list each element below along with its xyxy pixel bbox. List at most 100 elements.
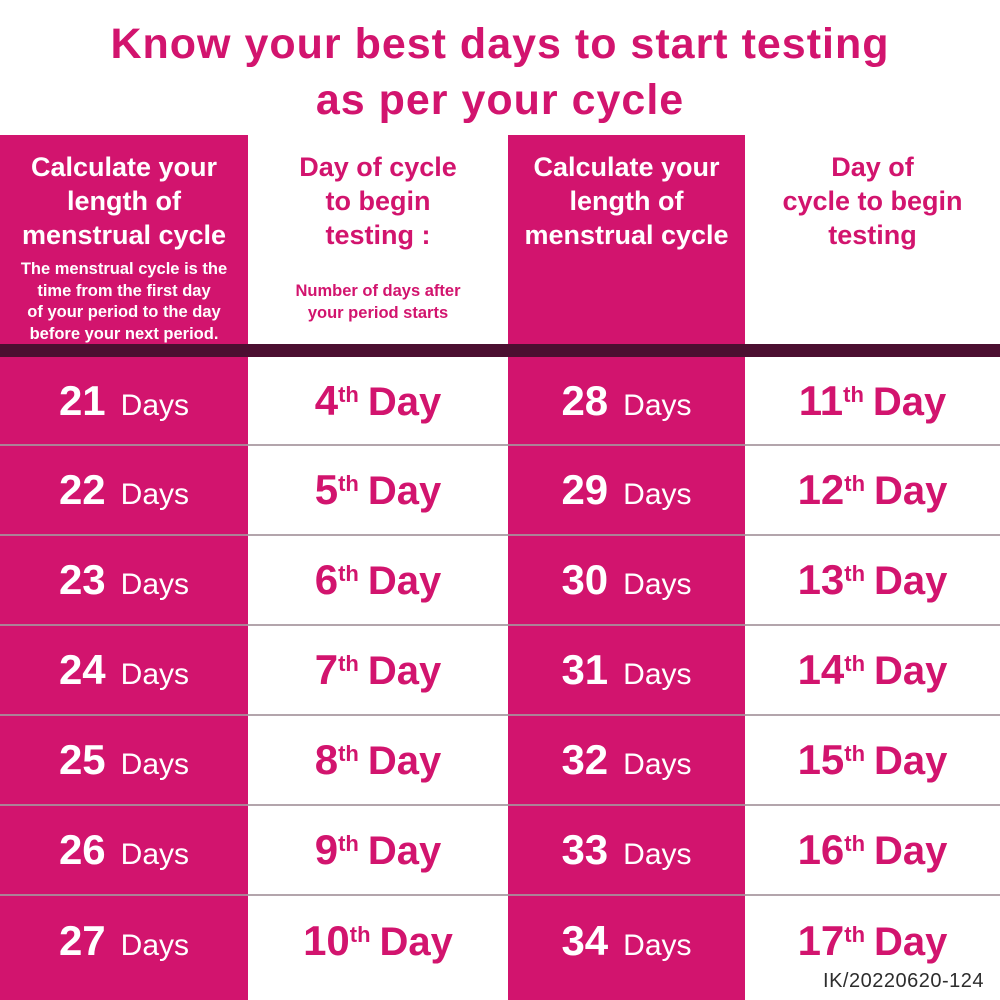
test-day-cell: 16th Day [745,806,1000,894]
header-line: testing [828,220,917,250]
cycle-number: 24 [58,646,106,693]
pink-column-left [0,135,248,1000]
day-number: 16 [797,826,845,873]
header-line: Calculate your [30,152,218,182]
day-suffix: th [844,471,866,496]
day-number: 9 [314,826,339,873]
day-word: Day [872,379,947,424]
cycle-length-cell: 25 Days [0,716,248,804]
cycle-unit: Days [623,658,692,691]
day-number: 13 [797,556,845,603]
cycle-number: 30 [561,556,609,603]
table-row: 24 Days 7th Day 31 Days 14th Day [0,626,1000,714]
test-day-cell: 5th Day [248,446,508,534]
header-line: menstrual cycle [524,220,729,250]
cycle-unit: Days [623,388,692,422]
row-separator [0,714,1000,716]
cycle-unit: Days [120,568,190,601]
cycle-length-cell: 33 Days [508,806,745,894]
row-separator [0,534,1000,536]
day-word: Day [874,829,948,873]
cycle-number: 23 [58,556,106,603]
row-separator [0,624,1000,626]
cycle-unit: Days [623,929,692,962]
pink-column-right [508,135,745,1000]
table-row: 25 Days 8th Day 32 Days 15th Day [0,716,1000,804]
day-suffix: th [844,831,866,856]
cycle-unit: Days [623,478,692,511]
cycle-number: 25 [58,736,106,783]
day-number: 12 [797,466,845,513]
cycle-length-cell: 22 Days [0,446,248,534]
test-day-cell: 17th Day [745,896,1000,986]
header-line: menstrual cycle [21,220,227,250]
header-divider-bar [0,344,1000,357]
day-suffix: th [338,561,359,586]
header-line: to begin [325,186,431,216]
header-test-day-right: Day of cycle to begin testing [745,150,1000,252]
day-number: 5 [314,466,339,513]
day-word: Day [379,920,453,964]
day-number: 6 [314,556,339,603]
subtitle-line: Number of days after [295,282,461,300]
header-test-day-left-subtitle: Number of days after your period starts [248,281,508,324]
subtitle-line: before your next period. [29,324,219,343]
day-word: Day [367,379,442,424]
day-suffix: th [844,651,866,676]
day-number: 15 [797,736,845,783]
test-day-cell: 6th Day [248,536,508,624]
day-suffix: th [338,381,359,407]
day-number: 8 [314,736,339,783]
cycle-number: 34 [561,917,609,964]
day-suffix: th [843,381,864,407]
table-row: 23 Days 6th Day 30 Days 13 th Day [0,536,1000,624]
cycle-number: 22 [58,466,106,513]
header-cycle-length-right: Calculate your length of menstrual cycle [508,150,745,252]
day-number: 14 [797,646,845,693]
cycle-unit: Days [120,388,190,422]
day-number: 7 [314,646,339,693]
header-line: Day of cycle [299,152,457,182]
cycle-length-cell: 21 Days [0,357,248,444]
day-suffix: th [844,922,866,947]
header-line: length of [569,186,684,216]
cycle-unit: Days [623,748,692,781]
day-word: Day [367,559,442,603]
day-number: 4 [314,376,339,424]
day-suffix: th [338,831,359,856]
page-title: Know your best days to start testing as … [0,16,1000,128]
table-row: 21 Days 4th Day 28 Days 11th Day [0,357,1000,444]
page-title-line1: Know your best days to start testing [110,20,890,68]
day-word: Day [367,829,442,873]
day-word: Day [367,469,442,513]
subtitle-line: The menstrual cycle is the [20,260,228,278]
cycle-number: 31 [561,646,609,693]
test-day-cell: 7th Day [248,626,508,714]
day-word: Day [874,559,948,603]
cycle-unit: Days [120,748,190,781]
cycle-unit: Days [120,929,190,962]
subtitle-line: of your period to the day [27,303,221,321]
subtitle-line: your period starts [307,303,449,322]
table-row: 26 Days 9th Day 33 Days 16th Day [0,806,1000,894]
subtitle-line: time from the first day [37,281,211,300]
day-word: Day [874,920,948,964]
cycle-length-cell: 23 Days [0,536,248,624]
header-line: testing : [325,220,431,250]
header-cycle-length-left: Calculate your length of menstrual cycle [0,150,248,252]
test-day-cell: 11th Day [745,357,1000,444]
day-suffix: th [338,651,359,676]
day-suffix: th [349,922,371,947]
table-row: 22 Days 5th Day 29 Days 12th Day [0,446,1000,534]
cycle-unit: Days [623,838,692,871]
header-line: cycle to begin [782,186,963,216]
cycle-number: 21 [58,376,106,424]
test-day-cell: 12th Day [745,446,1000,534]
row-separator [0,894,1000,896]
day-word: Day [367,649,442,693]
day-suffix: th [338,471,359,496]
cycle-length-cell: 34 Days [508,896,745,986]
cycle-number: 26 [58,826,106,873]
table-row: 27 Days 10th Day 34 Days 17th Day [0,896,1000,986]
day-word: Day [874,739,948,783]
